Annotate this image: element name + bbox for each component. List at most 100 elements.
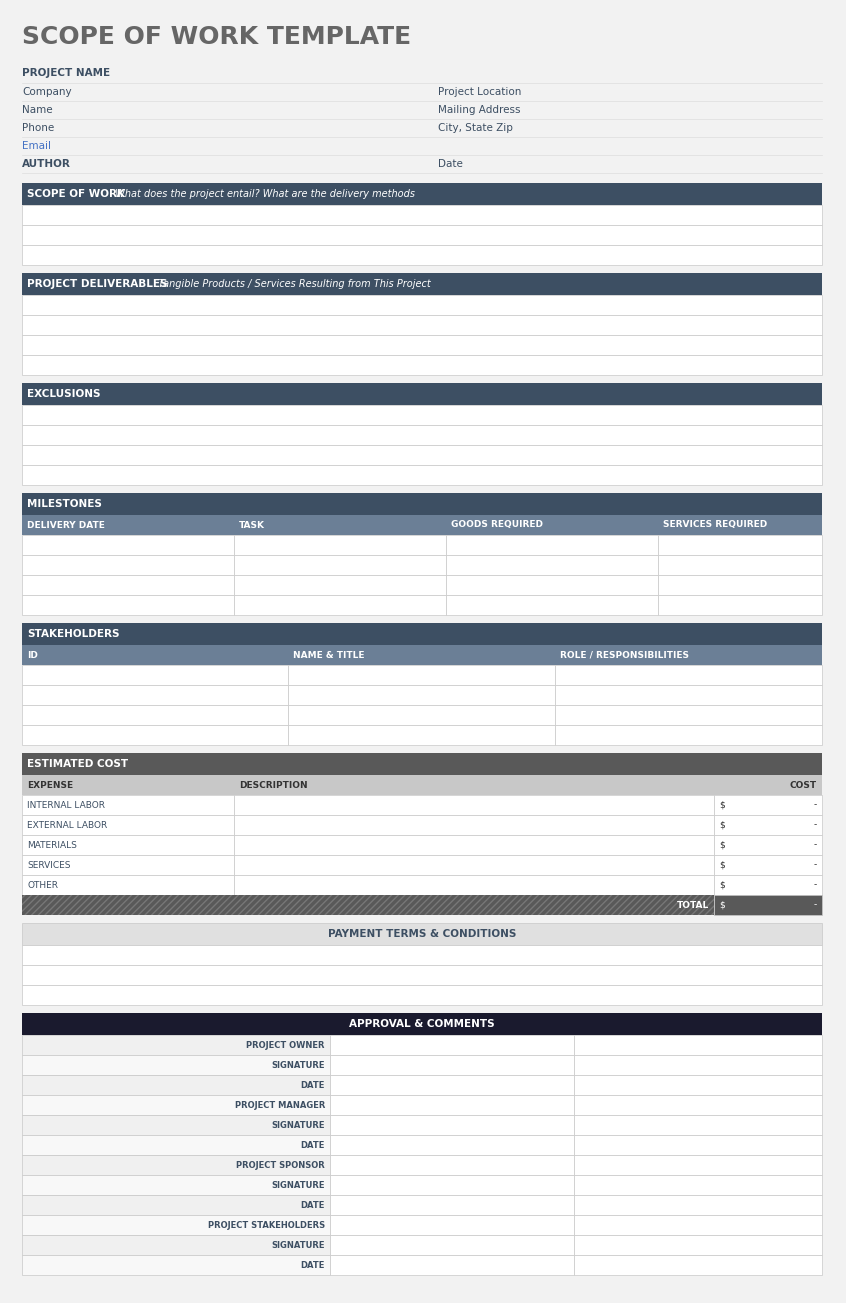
- Text: EXTERNAL LABOR: EXTERNAL LABOR: [27, 821, 107, 830]
- Bar: [555, 705, 822, 724]
- Bar: [22, 555, 234, 575]
- Bar: [574, 1175, 822, 1195]
- Text: -: -: [814, 900, 817, 909]
- Bar: [330, 1235, 574, 1255]
- Bar: [714, 835, 822, 855]
- Bar: [714, 855, 822, 876]
- Bar: [22, 1135, 330, 1154]
- Bar: [658, 555, 822, 575]
- Bar: [574, 1214, 822, 1235]
- Bar: [22, 645, 288, 665]
- Text: -: -: [814, 881, 817, 890]
- Text: $: $: [719, 800, 725, 809]
- Bar: [22, 405, 822, 425]
- Text: -: -: [814, 821, 817, 830]
- Bar: [714, 876, 822, 895]
- Text: Project Location: Project Location: [438, 87, 521, 96]
- Bar: [714, 895, 822, 915]
- Text: DATE: DATE: [300, 1080, 325, 1089]
- Text: TASK: TASK: [239, 520, 265, 529]
- Text: ROLE / RESPONSIBILITIES: ROLE / RESPONSIBILITIES: [560, 650, 689, 659]
- Text: SCOPE OF WORK TEMPLATE: SCOPE OF WORK TEMPLATE: [22, 25, 411, 50]
- Bar: [330, 1135, 574, 1154]
- Bar: [714, 814, 822, 835]
- Bar: [714, 775, 822, 795]
- Text: GOODS REQUIRED: GOODS REQUIRED: [451, 520, 543, 529]
- Bar: [234, 855, 714, 876]
- Bar: [22, 775, 234, 795]
- Bar: [574, 1115, 822, 1135]
- Text: $: $: [719, 821, 725, 830]
- Bar: [555, 645, 822, 665]
- Bar: [574, 1195, 822, 1214]
- Text: Tangible Products / Services Resulting from This Project: Tangible Products / Services Resulting f…: [155, 279, 431, 289]
- Text: EXPENSE: EXPENSE: [27, 780, 73, 790]
- Bar: [288, 665, 555, 685]
- Bar: [330, 1175, 574, 1195]
- Text: INTERNAL LABOR: INTERNAL LABOR: [27, 800, 105, 809]
- Bar: [288, 724, 555, 745]
- Text: Date: Date: [438, 159, 463, 169]
- Bar: [234, 575, 446, 595]
- Bar: [22, 623, 822, 645]
- Bar: [330, 1154, 574, 1175]
- Bar: [22, 245, 822, 265]
- Text: NAME & TITLE: NAME & TITLE: [294, 650, 365, 659]
- Text: SIGNATURE: SIGNATURE: [272, 1121, 325, 1130]
- Bar: [22, 795, 234, 814]
- Bar: [574, 1095, 822, 1115]
- Text: STAKEHOLDERS: STAKEHOLDERS: [27, 629, 119, 638]
- Bar: [234, 876, 714, 895]
- Text: SCOPE OF WORK: SCOPE OF WORK: [27, 189, 125, 199]
- Bar: [22, 1235, 330, 1255]
- Bar: [22, 966, 822, 985]
- Text: -: -: [814, 840, 817, 850]
- Bar: [22, 1154, 330, 1175]
- Bar: [22, 1095, 330, 1115]
- Bar: [22, 685, 288, 705]
- Bar: [22, 595, 234, 615]
- Bar: [22, 835, 234, 855]
- Bar: [22, 753, 822, 775]
- Bar: [288, 685, 555, 705]
- Bar: [22, 814, 234, 835]
- Bar: [22, 945, 822, 966]
- Bar: [234, 835, 714, 855]
- Bar: [22, 1115, 330, 1135]
- Bar: [288, 645, 555, 665]
- Text: What does the project entail? What are the delivery methods: What does the project entail? What are t…: [109, 189, 415, 199]
- Text: DESCRIPTION: DESCRIPTION: [239, 780, 308, 790]
- Bar: [574, 1035, 822, 1055]
- Text: Phone: Phone: [22, 122, 54, 133]
- Text: Name: Name: [22, 106, 52, 115]
- Bar: [22, 1195, 330, 1214]
- Text: $: $: [719, 881, 725, 890]
- Text: EXCLUSIONS: EXCLUSIONS: [27, 390, 101, 399]
- Text: DELIVERY DATE: DELIVERY DATE: [27, 520, 105, 529]
- Text: City, State Zip: City, State Zip: [438, 122, 513, 133]
- Text: SIGNATURE: SIGNATURE: [272, 1181, 325, 1190]
- Bar: [446, 515, 658, 536]
- Text: ESTIMATED COST: ESTIMATED COST: [27, 760, 128, 769]
- Bar: [658, 575, 822, 595]
- Bar: [22, 465, 822, 485]
- Bar: [234, 795, 714, 814]
- Bar: [330, 1055, 574, 1075]
- Bar: [555, 665, 822, 685]
- Text: DATE: DATE: [300, 1260, 325, 1269]
- Text: COST: COST: [790, 780, 817, 790]
- Bar: [234, 536, 446, 555]
- Bar: [574, 1055, 822, 1075]
- Text: PROJECT OWNER: PROJECT OWNER: [246, 1041, 325, 1049]
- Bar: [574, 1075, 822, 1095]
- Bar: [22, 876, 234, 895]
- Bar: [22, 923, 822, 945]
- Bar: [574, 1255, 822, 1276]
- Bar: [330, 1255, 574, 1276]
- Bar: [22, 1214, 330, 1235]
- Bar: [22, 1255, 330, 1276]
- Text: -: -: [814, 800, 817, 809]
- Bar: [22, 274, 822, 294]
- Text: SIGNATURE: SIGNATURE: [272, 1240, 325, 1250]
- Bar: [22, 1175, 330, 1195]
